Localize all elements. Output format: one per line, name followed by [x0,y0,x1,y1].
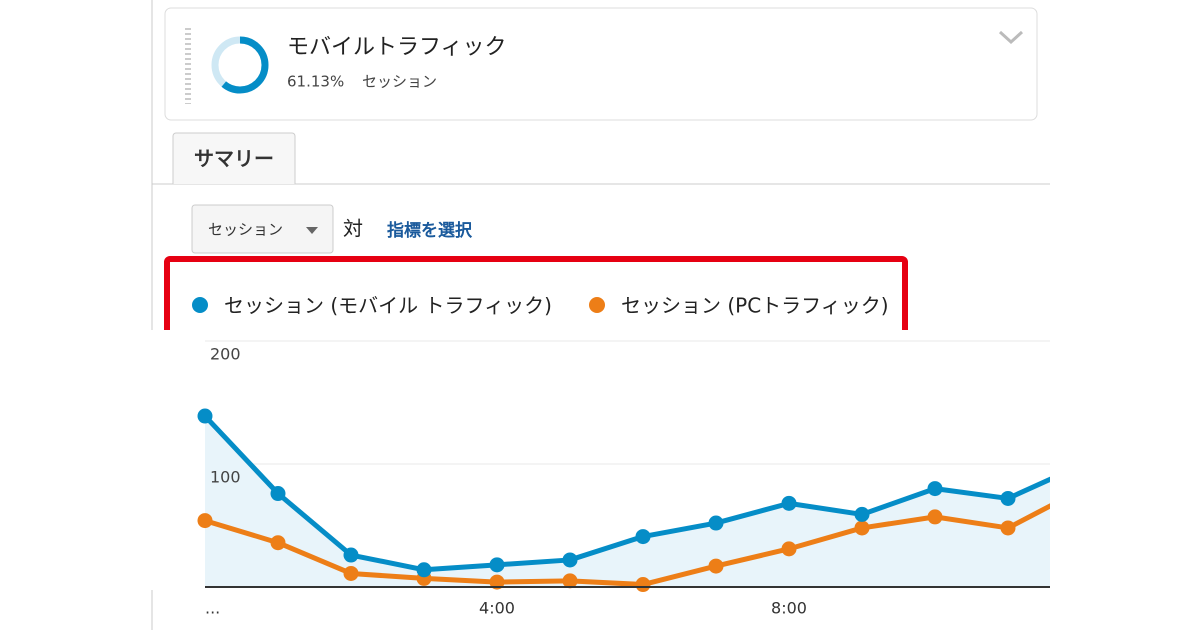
point [197,513,213,529]
segment-share: 61.13% [287,73,344,91]
point [1000,490,1016,506]
point [854,506,870,522]
dropdown-label[interactable]: セッション [208,221,283,239]
point [854,520,870,536]
donut-arc [211,36,269,94]
y-tick-label: 100 [210,468,241,487]
legend-dot [192,297,208,313]
tab-label[interactable]: サマリー [194,147,274,171]
expand-chevron[interactable] [998,30,1024,45]
legend-label: セッション (モバイル トラフィック) [224,294,552,318]
point [635,577,651,593]
tab[interactable] [172,132,296,184]
point [1074,458,1089,473]
point [635,529,651,545]
point [708,558,724,574]
segment-title: モバイルトラフィック [287,35,507,60]
point [927,481,943,497]
point [562,573,578,589]
point [270,535,286,551]
point [1000,520,1016,536]
point [562,552,578,568]
metric-dropdown[interactable] [191,204,334,254]
dropdown-arrow [306,227,318,234]
area [205,416,1050,587]
point [197,408,213,424]
select-metric-link[interactable]: 指標を選択 [387,220,473,241]
segment-card[interactable] [164,7,1038,121]
point [416,562,432,578]
versus-label: 対 [343,217,363,241]
x-tick-label: 4:00 [479,599,515,618]
point [781,495,797,511]
legend-dot [589,297,605,313]
y-tick-label: 200 [210,345,241,364]
segment-metric: セッション [362,73,437,91]
point [489,574,505,590]
legend-label: セッション (PCトラフィック) [621,294,889,318]
point [270,486,286,502]
point [489,557,505,573]
point [927,509,943,525]
point [708,515,724,531]
point [1074,482,1089,497]
x-tick-label: ... [205,599,220,618]
point [343,547,359,563]
x-tick-label: 8:00 [771,599,807,618]
point [343,565,359,581]
point [781,541,797,557]
